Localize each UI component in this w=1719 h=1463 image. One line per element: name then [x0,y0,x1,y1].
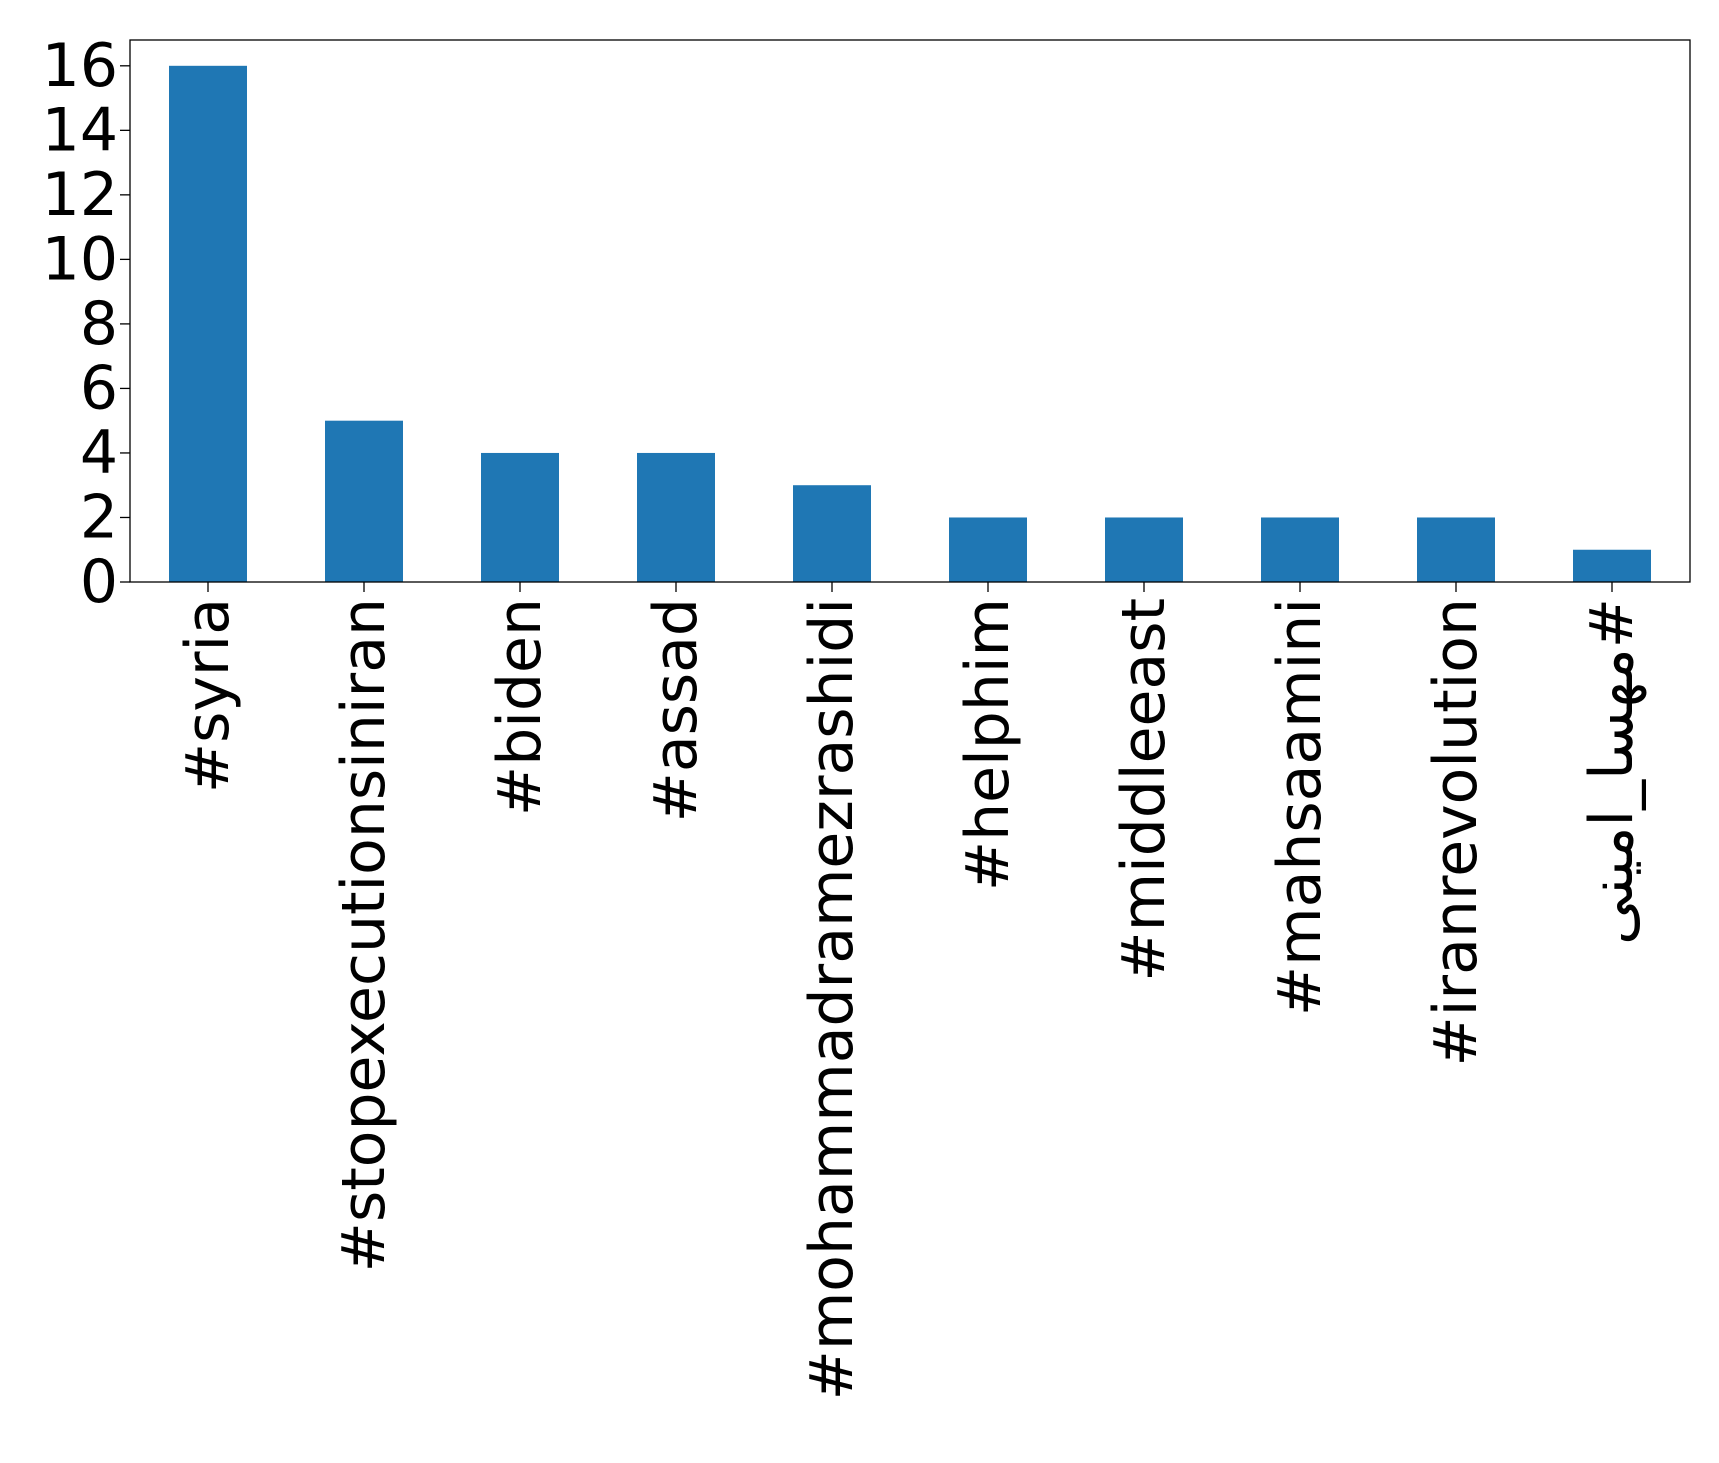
bar-9 [1573,549,1651,582]
x-tick-label: #mohammadramezrashidi [797,598,867,1400]
y-tick-label: 10 [42,224,118,294]
x-tick-label: #biden [485,598,555,816]
bar-4 [793,485,871,582]
y-tick-label: 12 [42,160,118,230]
y-tick-label: 16 [42,31,118,101]
x-tick-label: #helphim [953,598,1023,891]
bar-3 [637,452,715,582]
y-tick-label: 0 [80,547,118,617]
y-tick-label: 6 [80,353,118,423]
bar-2 [481,452,559,582]
bar-7 [1261,517,1339,582]
y-tick-label: 14 [42,95,118,165]
y-tick-label: 4 [80,418,118,488]
y-tick-label: 2 [80,482,118,552]
x-tick-label: #assad [641,598,711,822]
x-tick-label: #mahsaamini [1265,598,1335,1016]
x-tick-label: #iranrevolution [1421,598,1491,1067]
bar-8 [1417,517,1495,582]
x-tick-label: #stopexecutionsiniran [329,598,399,1272]
bar-0 [169,65,247,582]
bars-layer [169,65,1651,582]
axes-layer [129,39,1691,583]
x-tick-label: #مهسا_امینی [1577,598,1647,945]
x-tick-label: #syria [173,598,243,793]
x-tick-label: #middleeast [1109,598,1179,982]
bar-6 [1105,517,1183,582]
y-tick-label: 8 [80,289,118,359]
bar-5 [949,517,1027,582]
plot-frame [129,39,1691,583]
bar-1 [325,420,403,582]
